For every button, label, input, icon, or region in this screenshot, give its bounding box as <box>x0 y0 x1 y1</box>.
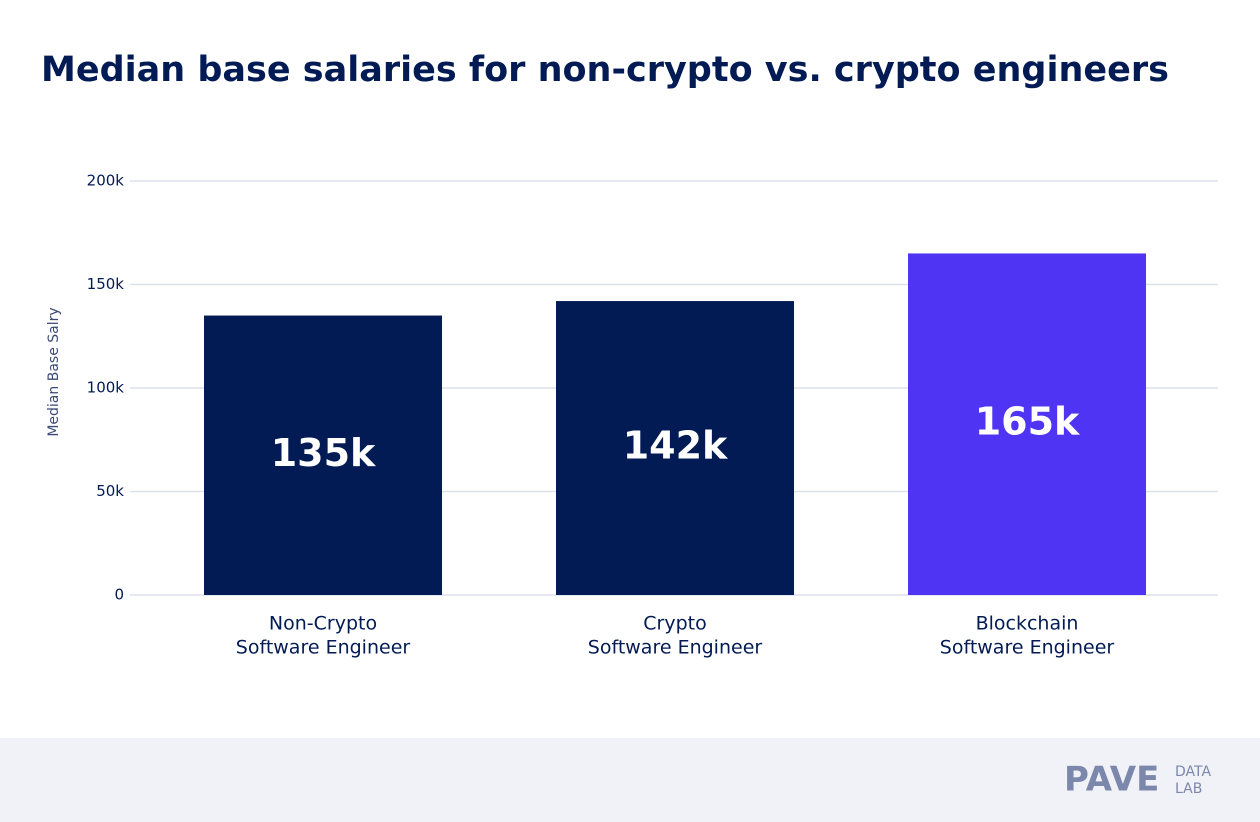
bar <box>556 301 794 595</box>
y-tick-label: 50k <box>96 482 124 500</box>
bar <box>908 253 1146 595</box>
x-tick-label: Software Engineer <box>940 637 1115 659</box>
y-axis-label: Median Base Salry <box>46 307 62 436</box>
footer-sub: DATA <box>1175 764 1211 780</box>
y-tick-label: 100k <box>87 379 125 397</box>
x-tick-label: Crypto <box>643 613 706 635</box>
footer-brand: PAVE <box>1064 760 1159 800</box>
footer-band <box>0 738 1260 822</box>
y-tick-label: 150k <box>87 275 125 293</box>
x-tick-label: Software Engineer <box>588 637 763 659</box>
y-tick-label: 200k <box>87 172 125 190</box>
footer-sub: LAB <box>1175 781 1202 797</box>
x-tick-label: Non-Crypto <box>269 613 377 635</box>
x-tick-label: Blockchain <box>976 613 1079 635</box>
x-tick-label: Software Engineer <box>236 637 411 659</box>
value-label: 135k <box>271 431 376 475</box>
chart-title: Median base salaries for non-crypto vs. … <box>41 50 1169 90</box>
value-label: 165k <box>975 400 1080 444</box>
value-label: 142k <box>623 424 728 468</box>
bar <box>204 315 442 595</box>
y-tick-label: 0 <box>114 586 124 604</box>
